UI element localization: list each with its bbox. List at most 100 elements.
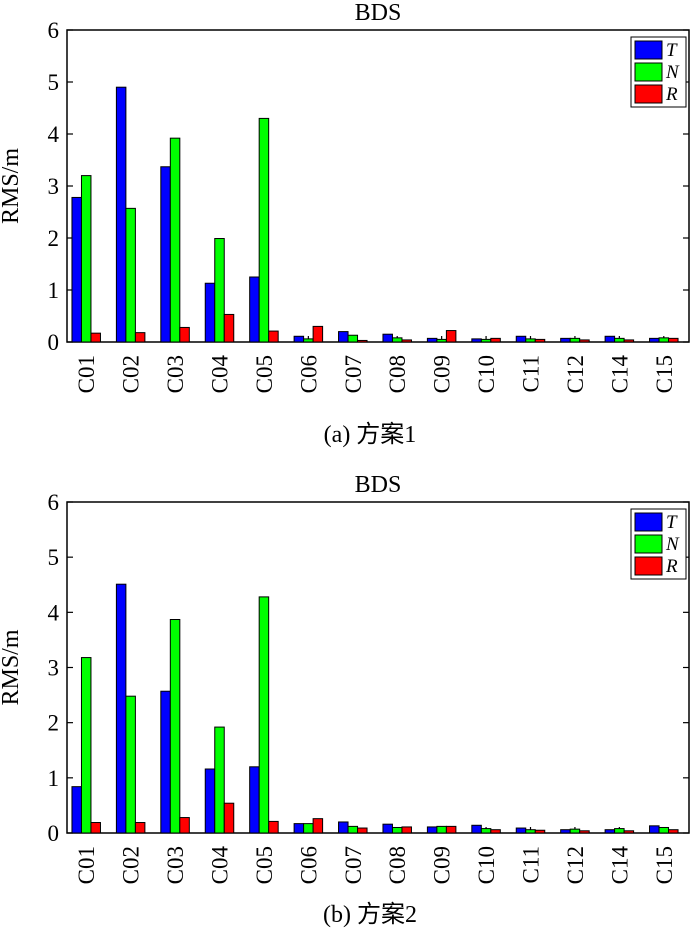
bar-R-c08 (401, 339, 412, 343)
bar-T-c14 (604, 829, 616, 834)
bar-R-c04 (223, 313, 235, 343)
bar-T-c02 (115, 583, 127, 834)
legend-label-T: T (666, 40, 678, 61)
bar-N-c15 (658, 337, 670, 343)
panel-caption: (a) 方案1 (324, 421, 417, 448)
bar-N-c06 (303, 338, 314, 343)
bar-T-c05 (249, 276, 260, 343)
bar-N-c07 (347, 825, 359, 834)
bar-N-c05 (258, 117, 270, 343)
x-tick-label-c09: C09 (430, 846, 455, 884)
bar-T-c08 (382, 333, 393, 343)
x-tick-label-c14: C14 (607, 355, 632, 394)
bar-N-c14 (614, 337, 625, 343)
chart-panel-2: BDS RMS/m 0 1 2 3 4 5 6 C01 C02 C03 C04 C05 C06 C07 C08 C… (0, 472, 690, 928)
bar-T-c11 (515, 827, 527, 834)
y-tick-label: 5 (48, 70, 60, 95)
x-tick-label-c15: C15 (652, 355, 677, 393)
bar-T-c12 (560, 829, 571, 834)
bar-N-c09 (436, 825, 447, 834)
bar-T-c06 (293, 335, 305, 343)
bar-R-c07 (357, 339, 368, 343)
bar-R-c06 (312, 325, 324, 343)
bar-T-c09 (426, 337, 438, 343)
y-tick-label: 0 (48, 821, 60, 846)
bar-T-c07 (338, 331, 349, 343)
bar-R-c10 (490, 337, 501, 343)
bar-N-c14 (614, 828, 625, 834)
legend-swatch-T (634, 40, 663, 60)
x-tick-label-c12: C12 (563, 846, 588, 884)
y-tick-label: 2 (48, 711, 60, 736)
bar-N-c04 (214, 238, 225, 343)
x-tick-label-c11: C11 (519, 846, 544, 884)
bar-N-c07 (347, 334, 359, 343)
bar-N-c12 (569, 337, 581, 343)
bar-T-c04 (204, 768, 216, 834)
bar-N-c01 (80, 657, 92, 834)
bar-R-c03 (179, 817, 190, 834)
bar-N-c08 (391, 826, 403, 834)
plot-frame (66, 501, 690, 834)
x-tick-label-c08: C08 (385, 846, 410, 884)
x-tick-label-c07: C07 (341, 846, 366, 884)
bar-T-c10 (471, 338, 482, 343)
y-tick-label: 6 (48, 18, 60, 43)
bar-N-c03 (169, 137, 181, 343)
legend-label-N: N (665, 534, 680, 555)
plot-frame (66, 29, 690, 343)
bar-N-c12 (569, 828, 581, 834)
bar-R-c05 (268, 330, 279, 343)
bar-N-c04 (214, 726, 225, 834)
bar-N-c08 (391, 337, 403, 343)
bar-N-c11 (525, 829, 536, 834)
legend-swatch-N (634, 534, 663, 554)
bar-R-c09 (445, 825, 457, 834)
bar-N-c15 (658, 826, 670, 834)
x-tick-label-c08: C08 (385, 355, 410, 393)
bar-N-c05 (258, 596, 270, 834)
y-tick-label: 2 (48, 226, 60, 251)
bar-R-c11 (534, 829, 546, 834)
bar-R-c04 (223, 802, 235, 834)
x-tick-label-c07: C07 (341, 355, 366, 393)
x-tick-label-c03: C03 (163, 846, 188, 884)
x-tick-label-c12: C12 (563, 355, 588, 393)
bar-N-c11 (525, 338, 536, 343)
bar-T-c12 (560, 337, 571, 343)
bar-R-c14 (623, 830, 635, 834)
bar-N-c06 (303, 823, 314, 834)
y-axis-label: RMS/m (0, 148, 24, 224)
legend-label-R: R (665, 556, 678, 577)
bar-N-c01 (80, 175, 92, 343)
legend-label-T: T (666, 512, 678, 533)
x-tick-label-c02: C02 (119, 355, 144, 393)
x-tick-label-c15: C15 (652, 846, 677, 884)
bar-R-c14 (623, 339, 635, 343)
bar-R-c01 (90, 332, 101, 343)
legend-swatch-R (634, 556, 663, 576)
bar-T-c04 (204, 282, 216, 343)
bar-T-c06 (293, 823, 305, 834)
bar-T-c09 (426, 826, 438, 834)
bar-N-c10 (480, 828, 492, 834)
bar-R-c12 (579, 830, 590, 834)
x-tick-label-c01: C01 (74, 846, 99, 884)
bar-T-c11 (515, 335, 527, 343)
bar-T-c15 (649, 337, 660, 343)
y-tick-label: 3 (48, 174, 60, 199)
panel-caption: (b) 方案2 (323, 901, 417, 928)
x-tick-label-c09: C09 (430, 355, 455, 393)
bar-T-c07 (338, 821, 349, 834)
bar-R-c08 (401, 826, 412, 834)
bar-R-c10 (490, 829, 501, 834)
bar-R-c11 (534, 338, 546, 343)
y-tick-label: 5 (48, 545, 60, 570)
bar-R-c02 (134, 332, 146, 343)
x-tick-label-c04: C04 (208, 355, 233, 394)
bar-R-c05 (268, 820, 279, 834)
x-tick-label-c01: C01 (74, 355, 99, 393)
bar-T-c15 (649, 825, 660, 834)
x-tick-label-c10: C10 (474, 355, 499, 393)
bar-R-c15 (668, 337, 679, 343)
